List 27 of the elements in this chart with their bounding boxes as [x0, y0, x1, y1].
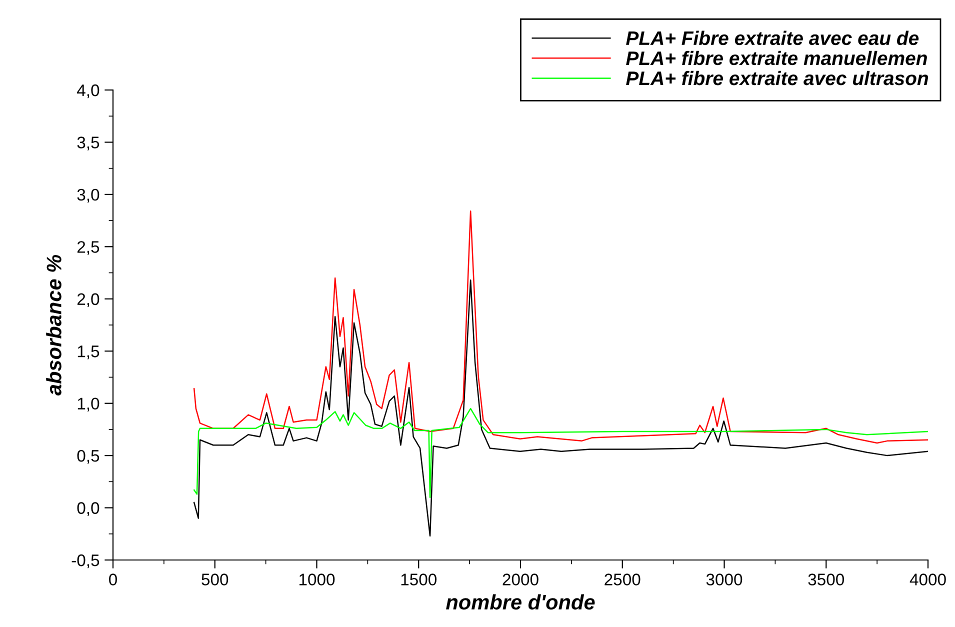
x-tick-label: 1500 — [401, 574, 437, 586]
x-tick-label: 500 — [202, 574, 228, 586]
y-tick-label: 4,0 — [77, 84, 100, 98]
y-tick-label: 2,0 — [77, 293, 100, 308]
y-tick-label: 1,0 — [78, 398, 100, 412]
x-tick-label: 3000 — [706, 574, 742, 586]
legend-label: PLA+ fibre extraite avec ultrason — [626, 70, 928, 86]
y-tick-label: 0,5 — [77, 450, 100, 464]
y-tick-label: 0,0 — [77, 502, 100, 516]
y-tick-label: 3,0 — [77, 188, 100, 203]
x-tick-label: 3500 — [808, 574, 844, 586]
x-tick-label: 2500 — [604, 574, 640, 586]
y-axis-title: absorbance % — [46, 254, 62, 396]
legend-label: PLA+ fibre extraite manuellemen — [626, 50, 927, 66]
x-tick-label: 0 — [109, 574, 117, 586]
y-tick-label: 1,5 — [78, 346, 100, 360]
y-tick-label: 2,5 — [77, 241, 100, 255]
line-series — [193, 279, 928, 537]
legend-label: PLA+ Fibre extraite avec eau de — [626, 30, 919, 46]
y-tick-label: -0,5 — [72, 554, 100, 568]
x-tick-label: 4000 — [910, 574, 946, 586]
x-tick-label: 1000 — [299, 574, 335, 586]
line-series — [193, 408, 928, 498]
line-series — [193, 210, 928, 444]
x-tick-label: 2000 — [502, 574, 538, 586]
y-tick-label: 3,5 — [77, 136, 100, 150]
x-axis-title: nombre d'onde — [446, 594, 595, 610]
